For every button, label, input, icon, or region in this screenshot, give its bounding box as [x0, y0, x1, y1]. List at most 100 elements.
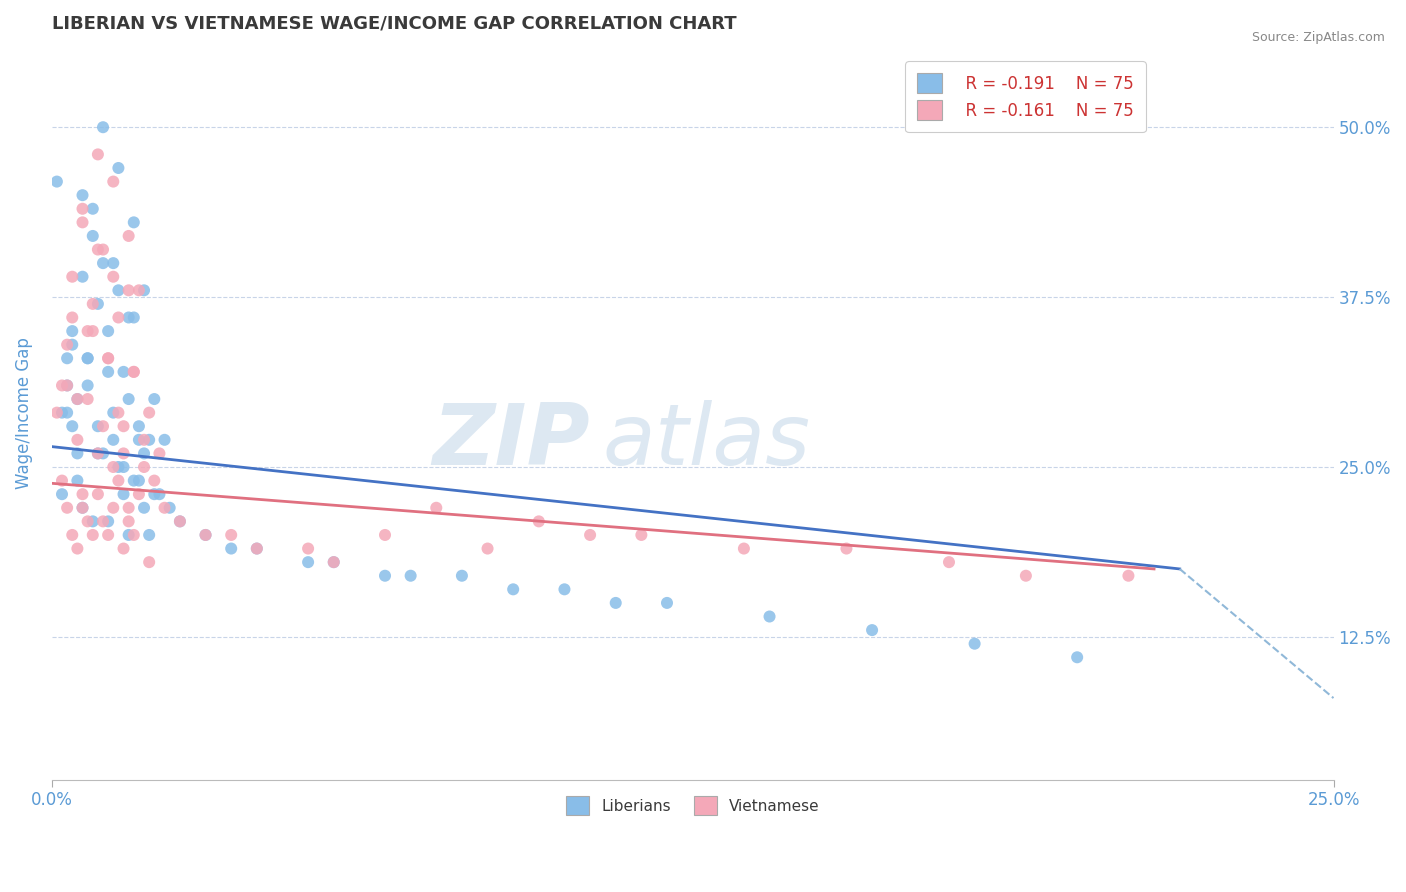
Point [112, 487, 135, 501]
Point [128, 487, 150, 501]
Point [1066, 650, 1088, 665]
Point [758, 609, 780, 624]
Point [107, 161, 129, 175]
Point [51, 474, 73, 488]
Point [66, 474, 89, 488]
Point [938, 555, 960, 569]
Point [118, 310, 141, 325]
Point [97, 351, 120, 366]
Point [122, 528, 145, 542]
Point [860, 623, 883, 637]
Point [112, 365, 135, 379]
Point [87, 487, 110, 501]
Point [82, 202, 104, 216]
Point [56, 337, 79, 351]
Point [107, 406, 129, 420]
Point [103, 256, 125, 270]
Point [527, 514, 550, 528]
Point [72, 202, 94, 216]
Point [107, 283, 129, 297]
Point [322, 555, 344, 569]
Point [138, 433, 160, 447]
Point [118, 500, 141, 515]
Point [76, 378, 98, 392]
Point [87, 147, 110, 161]
Point [733, 541, 755, 556]
Point [122, 215, 145, 229]
Point [138, 555, 160, 569]
Point [1118, 568, 1140, 582]
Point [132, 460, 155, 475]
Point [219, 541, 242, 556]
Point [143, 487, 166, 501]
Point [128, 433, 150, 447]
Point [169, 514, 191, 528]
Point [87, 243, 110, 257]
Point [132, 500, 155, 515]
Point [91, 514, 114, 528]
Point [118, 528, 141, 542]
Point [56, 406, 79, 420]
Point [56, 500, 79, 515]
Point [502, 582, 524, 597]
Point [143, 392, 166, 406]
Point [87, 419, 110, 434]
Text: ZIP: ZIP [433, 401, 591, 483]
Point [60, 419, 83, 434]
Point [112, 419, 135, 434]
Point [374, 568, 396, 582]
Point [579, 528, 602, 542]
Point [51, 487, 73, 501]
Point [194, 528, 217, 542]
Point [107, 460, 129, 475]
Point [97, 514, 120, 528]
Point [138, 528, 160, 542]
Point [103, 500, 125, 515]
Point [66, 392, 89, 406]
Point [103, 269, 125, 284]
Point [56, 378, 79, 392]
Point [87, 297, 110, 311]
Point [76, 392, 98, 406]
Point [132, 446, 155, 460]
Point [297, 541, 319, 556]
Point [107, 310, 129, 325]
Point [76, 351, 98, 366]
Point [97, 365, 120, 379]
Point [72, 487, 94, 501]
Point [45, 406, 67, 420]
Y-axis label: Wage/Income Gap: Wage/Income Gap [15, 336, 32, 489]
Point [66, 392, 89, 406]
Point [56, 378, 79, 392]
Point [76, 351, 98, 366]
Point [122, 365, 145, 379]
Point [122, 310, 145, 325]
Legend: Liberians, Vietnamese: Liberians, Vietnamese [554, 784, 831, 827]
Point [60, 269, 83, 284]
Point [153, 500, 176, 515]
Point [103, 175, 125, 189]
Text: LIBERIAN VS VIETNAMESE WAGE/INCOME GAP CORRELATION CHART: LIBERIAN VS VIETNAMESE WAGE/INCOME GAP C… [52, 15, 737, 33]
Point [112, 460, 135, 475]
Point [246, 541, 269, 556]
Point [194, 528, 217, 542]
Point [148, 487, 170, 501]
Point [82, 324, 104, 338]
Point [91, 446, 114, 460]
Point [605, 596, 627, 610]
Point [118, 392, 141, 406]
Point [72, 215, 94, 229]
Point [72, 500, 94, 515]
Point [169, 514, 191, 528]
Point [374, 528, 396, 542]
Point [60, 310, 83, 325]
Text: Source: ZipAtlas.com: Source: ZipAtlas.com [1251, 31, 1385, 45]
Point [72, 269, 94, 284]
Point [87, 446, 110, 460]
Point [60, 324, 83, 338]
Point [60, 528, 83, 542]
Point [82, 528, 104, 542]
Point [60, 337, 83, 351]
Point [72, 188, 94, 202]
Point [477, 541, 499, 556]
